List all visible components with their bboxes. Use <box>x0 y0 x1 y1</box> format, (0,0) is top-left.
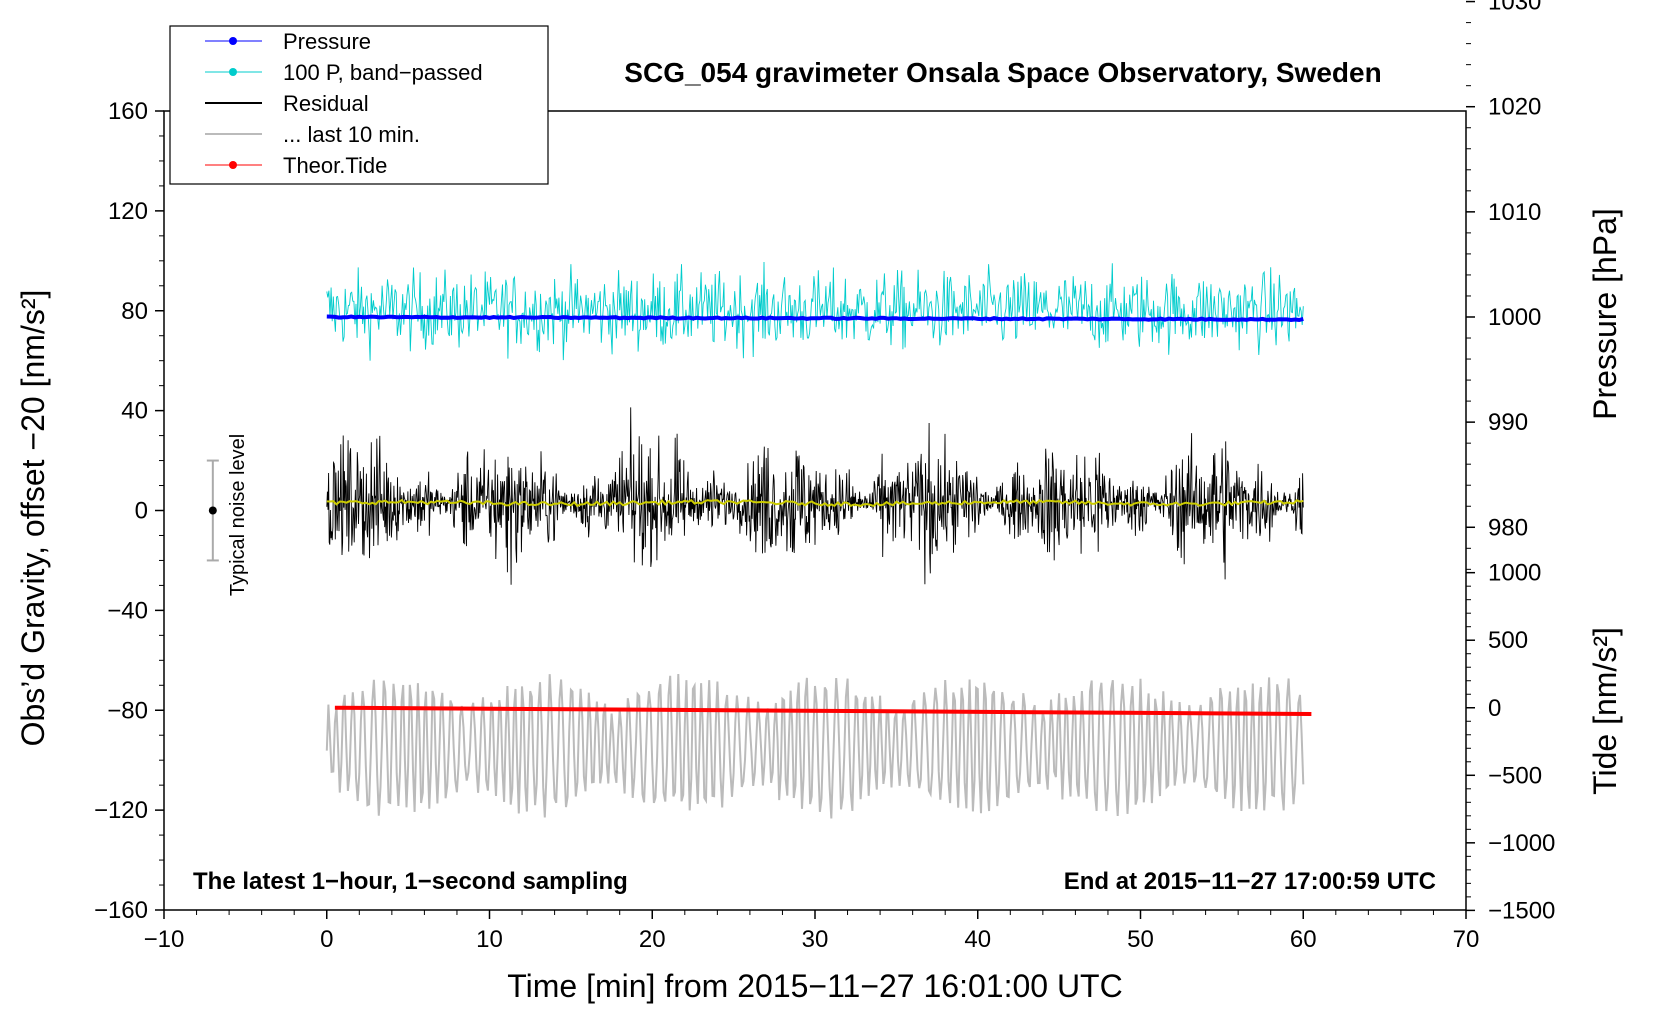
tide-tick-label: 500 <box>1488 627 1528 654</box>
y-tick-label: −40 <box>107 597 148 624</box>
series-residual <box>326 407 1304 585</box>
noise-level-label: Typical noise level <box>227 434 249 596</box>
y-axis-title-tide: Tide [nm/s²] <box>1587 627 1623 795</box>
pressure-tick-label: 1010 <box>1488 199 1541 226</box>
tide-tick-label: −1500 <box>1488 897 1555 924</box>
tide-tick-label: −500 <box>1488 762 1542 789</box>
annotation-sampling: The latest 1−hour, 1−second sampling <box>193 868 628 895</box>
series-pressure <box>326 314 1304 323</box>
axes-layer: −10 0 10 20 30 40 50 60 70−160−120−80−4004080120… <box>94 0 1555 953</box>
y-tick-label: −160 <box>94 897 148 924</box>
y-axis-title-pressure: Pressure [hPa] <box>1587 208 1623 420</box>
legend-marker <box>229 68 237 76</box>
series-last-10-min <box>325 673 1305 819</box>
legend-label: Pressure <box>283 29 371 54</box>
x-tick-label: 0 <box>320 926 333 953</box>
noise-errorbar-point <box>208 506 217 515</box>
legend-marker <box>229 37 237 45</box>
series-layer <box>206 261 1312 819</box>
legend-label: Theor.Tide <box>283 153 387 178</box>
x-tick-label: −10 <box>144 926 185 953</box>
series-bandpassed-pressure <box>326 261 1304 361</box>
y-tick-label: 40 <box>121 398 148 425</box>
y-tick-label: −120 <box>94 797 148 824</box>
legend-label: ... last 10 min. <box>283 122 420 147</box>
x-tick-label: 20 <box>639 926 666 953</box>
y-tick-label: 80 <box>121 298 148 325</box>
y-axis-title-left: Obs’d Gravity, offset −20 [nm/s²] <box>15 290 51 747</box>
pressure-tick-label: 1000 <box>1488 304 1541 331</box>
series-residual-smoothed <box>326 498 1304 508</box>
pressure-tick-label: 990 <box>1488 409 1528 436</box>
legend-marker <box>229 161 237 169</box>
tide-tick-label: 1000 <box>1488 560 1541 587</box>
chart-title: SCG_054 gravimeter Onsala Space Observat… <box>624 57 1381 88</box>
legend: Pressure 100 P, band−passed Residual ... la… <box>169 25 549 185</box>
y-tick-label: −80 <box>107 697 148 724</box>
x-tick-label: 30 <box>802 926 829 953</box>
legend-label: 100 P, band−passed <box>283 60 483 85</box>
legend-label: Residual <box>283 91 369 116</box>
tide-tick-label: 0 <box>1488 695 1501 722</box>
y-tick-label: 120 <box>108 198 148 225</box>
series-theoretical-tide <box>334 705 1312 716</box>
y-tick-label: 0 <box>135 498 148 525</box>
pressure-tick-label: 1030 <box>1488 0 1541 16</box>
x-tick-label: 50 <box>1127 926 1154 953</box>
x-tick-label: 40 <box>964 926 991 953</box>
annotation-end-time: End at 2015−11−27 17:00:59 UTC <box>1064 868 1436 895</box>
legend-box <box>169 25 549 185</box>
tide-tick-label: −1000 <box>1488 830 1555 857</box>
pressure-tick-label: 980 <box>1488 514 1528 541</box>
x-tick-label: 60 <box>1290 926 1317 953</box>
x-axis-title: Time [min] from 2015−11−27 16:01:00 UTC <box>507 968 1122 1004</box>
x-tick-label: 70 <box>1453 926 1480 953</box>
pressure-tick-label: 1020 <box>1488 94 1541 121</box>
y-tick-label: 160 <box>108 98 148 125</box>
x-tick-label: 10 <box>476 926 503 953</box>
